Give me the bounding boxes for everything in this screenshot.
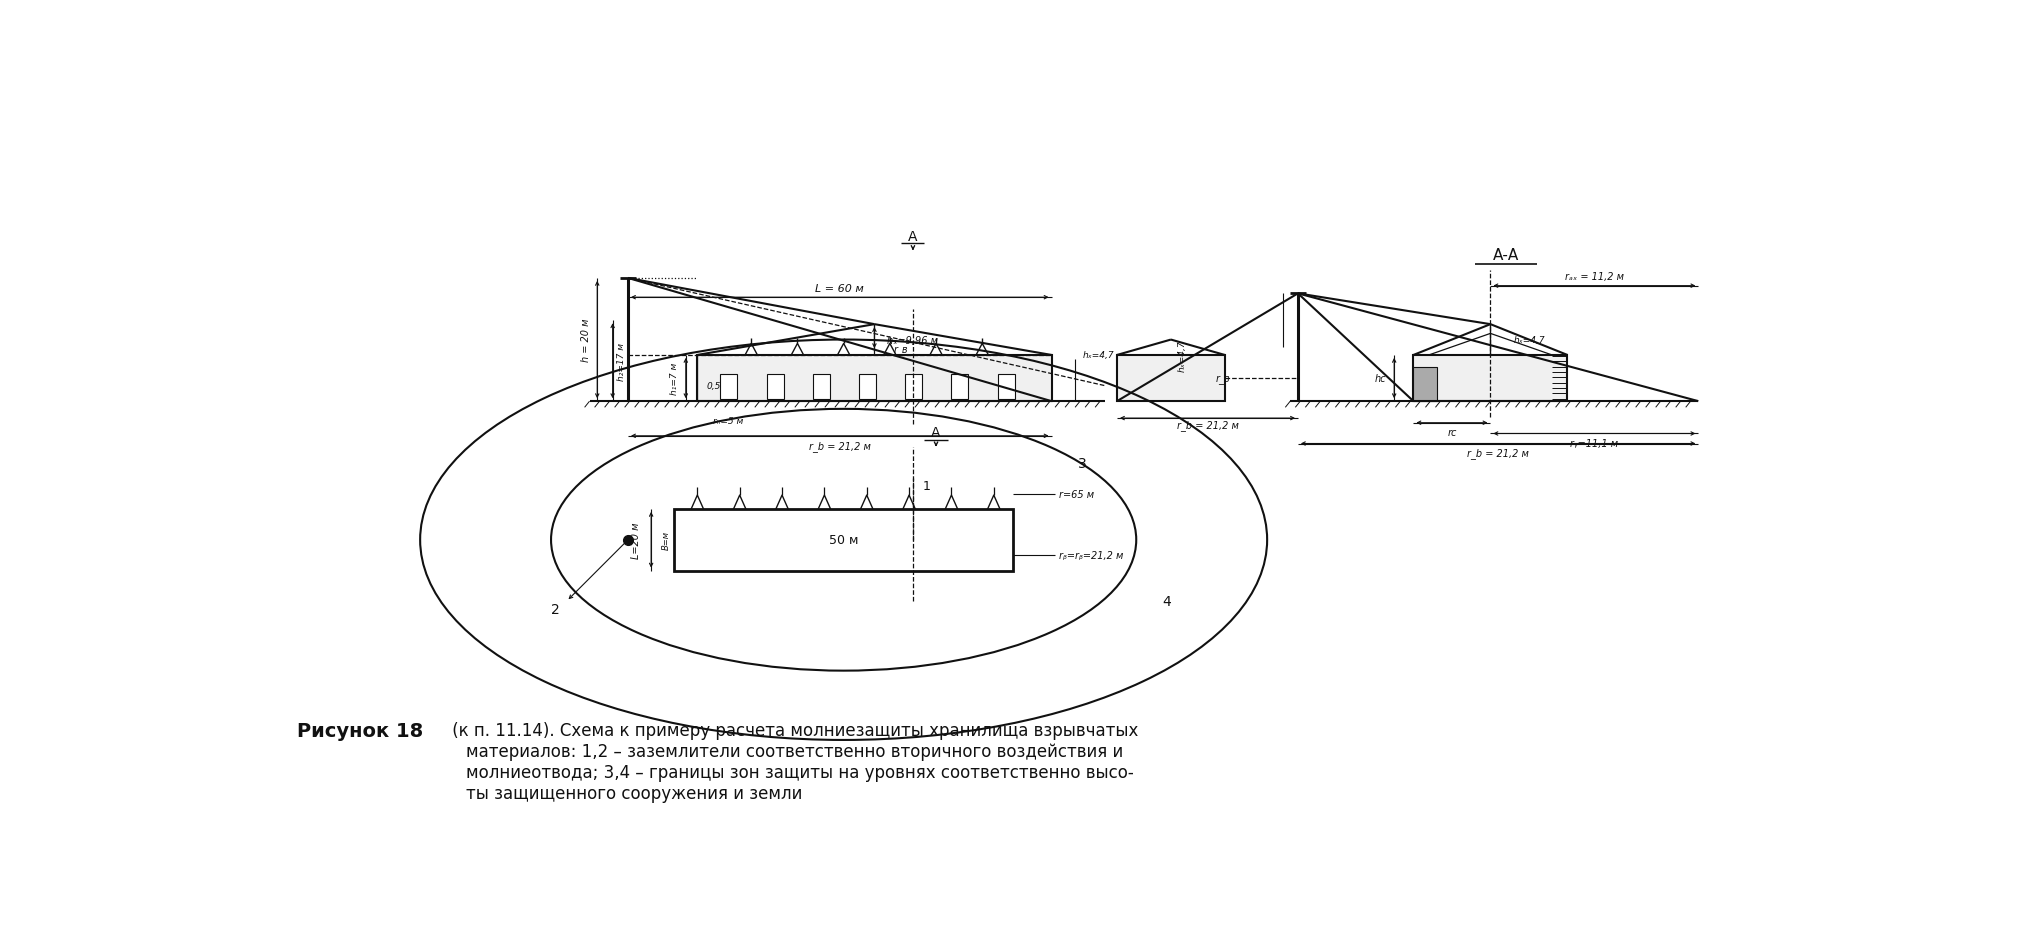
Text: молниеотвода; 3,4 – границы зон защиты на уровнях соответственно высо-: молниеотвода; 3,4 – границы зон защиты н… xyxy=(466,764,1133,782)
Text: rₕ=5 м: rₕ=5 м xyxy=(714,416,744,426)
Bar xyxy=(675,510,1014,571)
Text: 0,5: 0,5 xyxy=(707,381,722,391)
Text: hₓ=4,7: hₓ=4,7 xyxy=(1082,351,1115,360)
Bar xyxy=(906,375,922,399)
Text: r_b = 21,2 м: r_b = 21,2 м xyxy=(1176,419,1238,430)
Text: 2: 2 xyxy=(551,602,559,616)
Text: В=м: В=м xyxy=(663,531,671,549)
Text: А: А xyxy=(930,426,941,440)
Bar xyxy=(697,356,1052,402)
Text: rₐₓ = 11,2 м: rₐₓ = 11,2 м xyxy=(1565,271,1624,281)
Text: h = 20 м: h = 20 м xyxy=(580,318,590,362)
Bar xyxy=(813,375,829,399)
Text: (к п. 11.14). Схема к примеру расчета молниезащиты хранилища взрывчатых: (к п. 11.14). Схема к примеру расчета мо… xyxy=(448,721,1139,739)
Bar xyxy=(951,375,969,399)
Text: 1: 1 xyxy=(922,480,930,493)
Text: r_в: r_в xyxy=(1216,374,1230,383)
Text: hₓ=4,7: hₓ=4,7 xyxy=(1514,336,1545,345)
Bar xyxy=(1117,356,1224,402)
Text: rᵧ=11,1 м: rᵧ=11,1 м xyxy=(1571,438,1618,448)
Bar xyxy=(859,375,876,399)
Text: ты защищенного сооружения и земли: ты защищенного сооружения и земли xyxy=(466,784,803,802)
Text: hₓ=9,96 м: hₓ=9,96 м xyxy=(888,335,939,346)
Text: hₓ=4,7: hₓ=4,7 xyxy=(1178,340,1188,371)
Text: r_b = 21,2 м: r_b = 21,2 м xyxy=(809,441,872,452)
Text: 50 м: 50 м xyxy=(829,533,857,547)
Text: h₂=17 м: h₂=17 м xyxy=(618,343,626,380)
Text: h₁=7 м: h₁=7 м xyxy=(669,362,679,395)
Text: А: А xyxy=(908,229,918,244)
Text: rᵦ=rᵦ=21,2 м: rᵦ=rᵦ=21,2 м xyxy=(1060,550,1123,561)
Text: r_в: r_в xyxy=(894,345,908,354)
Bar xyxy=(1413,367,1437,402)
Text: Рисунок 18: Рисунок 18 xyxy=(296,721,424,740)
Bar xyxy=(1413,356,1567,402)
Text: L=20 м: L=20 м xyxy=(630,522,641,559)
Text: 3: 3 xyxy=(1078,456,1086,470)
Text: rc: rc xyxy=(1447,428,1457,437)
Text: r_b = 21,2 м: r_b = 21,2 м xyxy=(1468,447,1528,459)
Text: материалов: 1,2 – заземлители соответственно вторичного воздействия и: материалов: 1,2 – заземлители соответств… xyxy=(466,743,1123,761)
Text: hc: hc xyxy=(1374,374,1386,383)
Bar xyxy=(720,375,738,399)
Text: r=65 м: r=65 м xyxy=(1060,489,1095,499)
Text: А-А: А-А xyxy=(1492,248,1518,263)
Bar xyxy=(766,375,784,399)
Text: 4: 4 xyxy=(1163,595,1172,609)
Bar xyxy=(997,375,1016,399)
Text: L = 60 м: L = 60 м xyxy=(815,283,864,294)
